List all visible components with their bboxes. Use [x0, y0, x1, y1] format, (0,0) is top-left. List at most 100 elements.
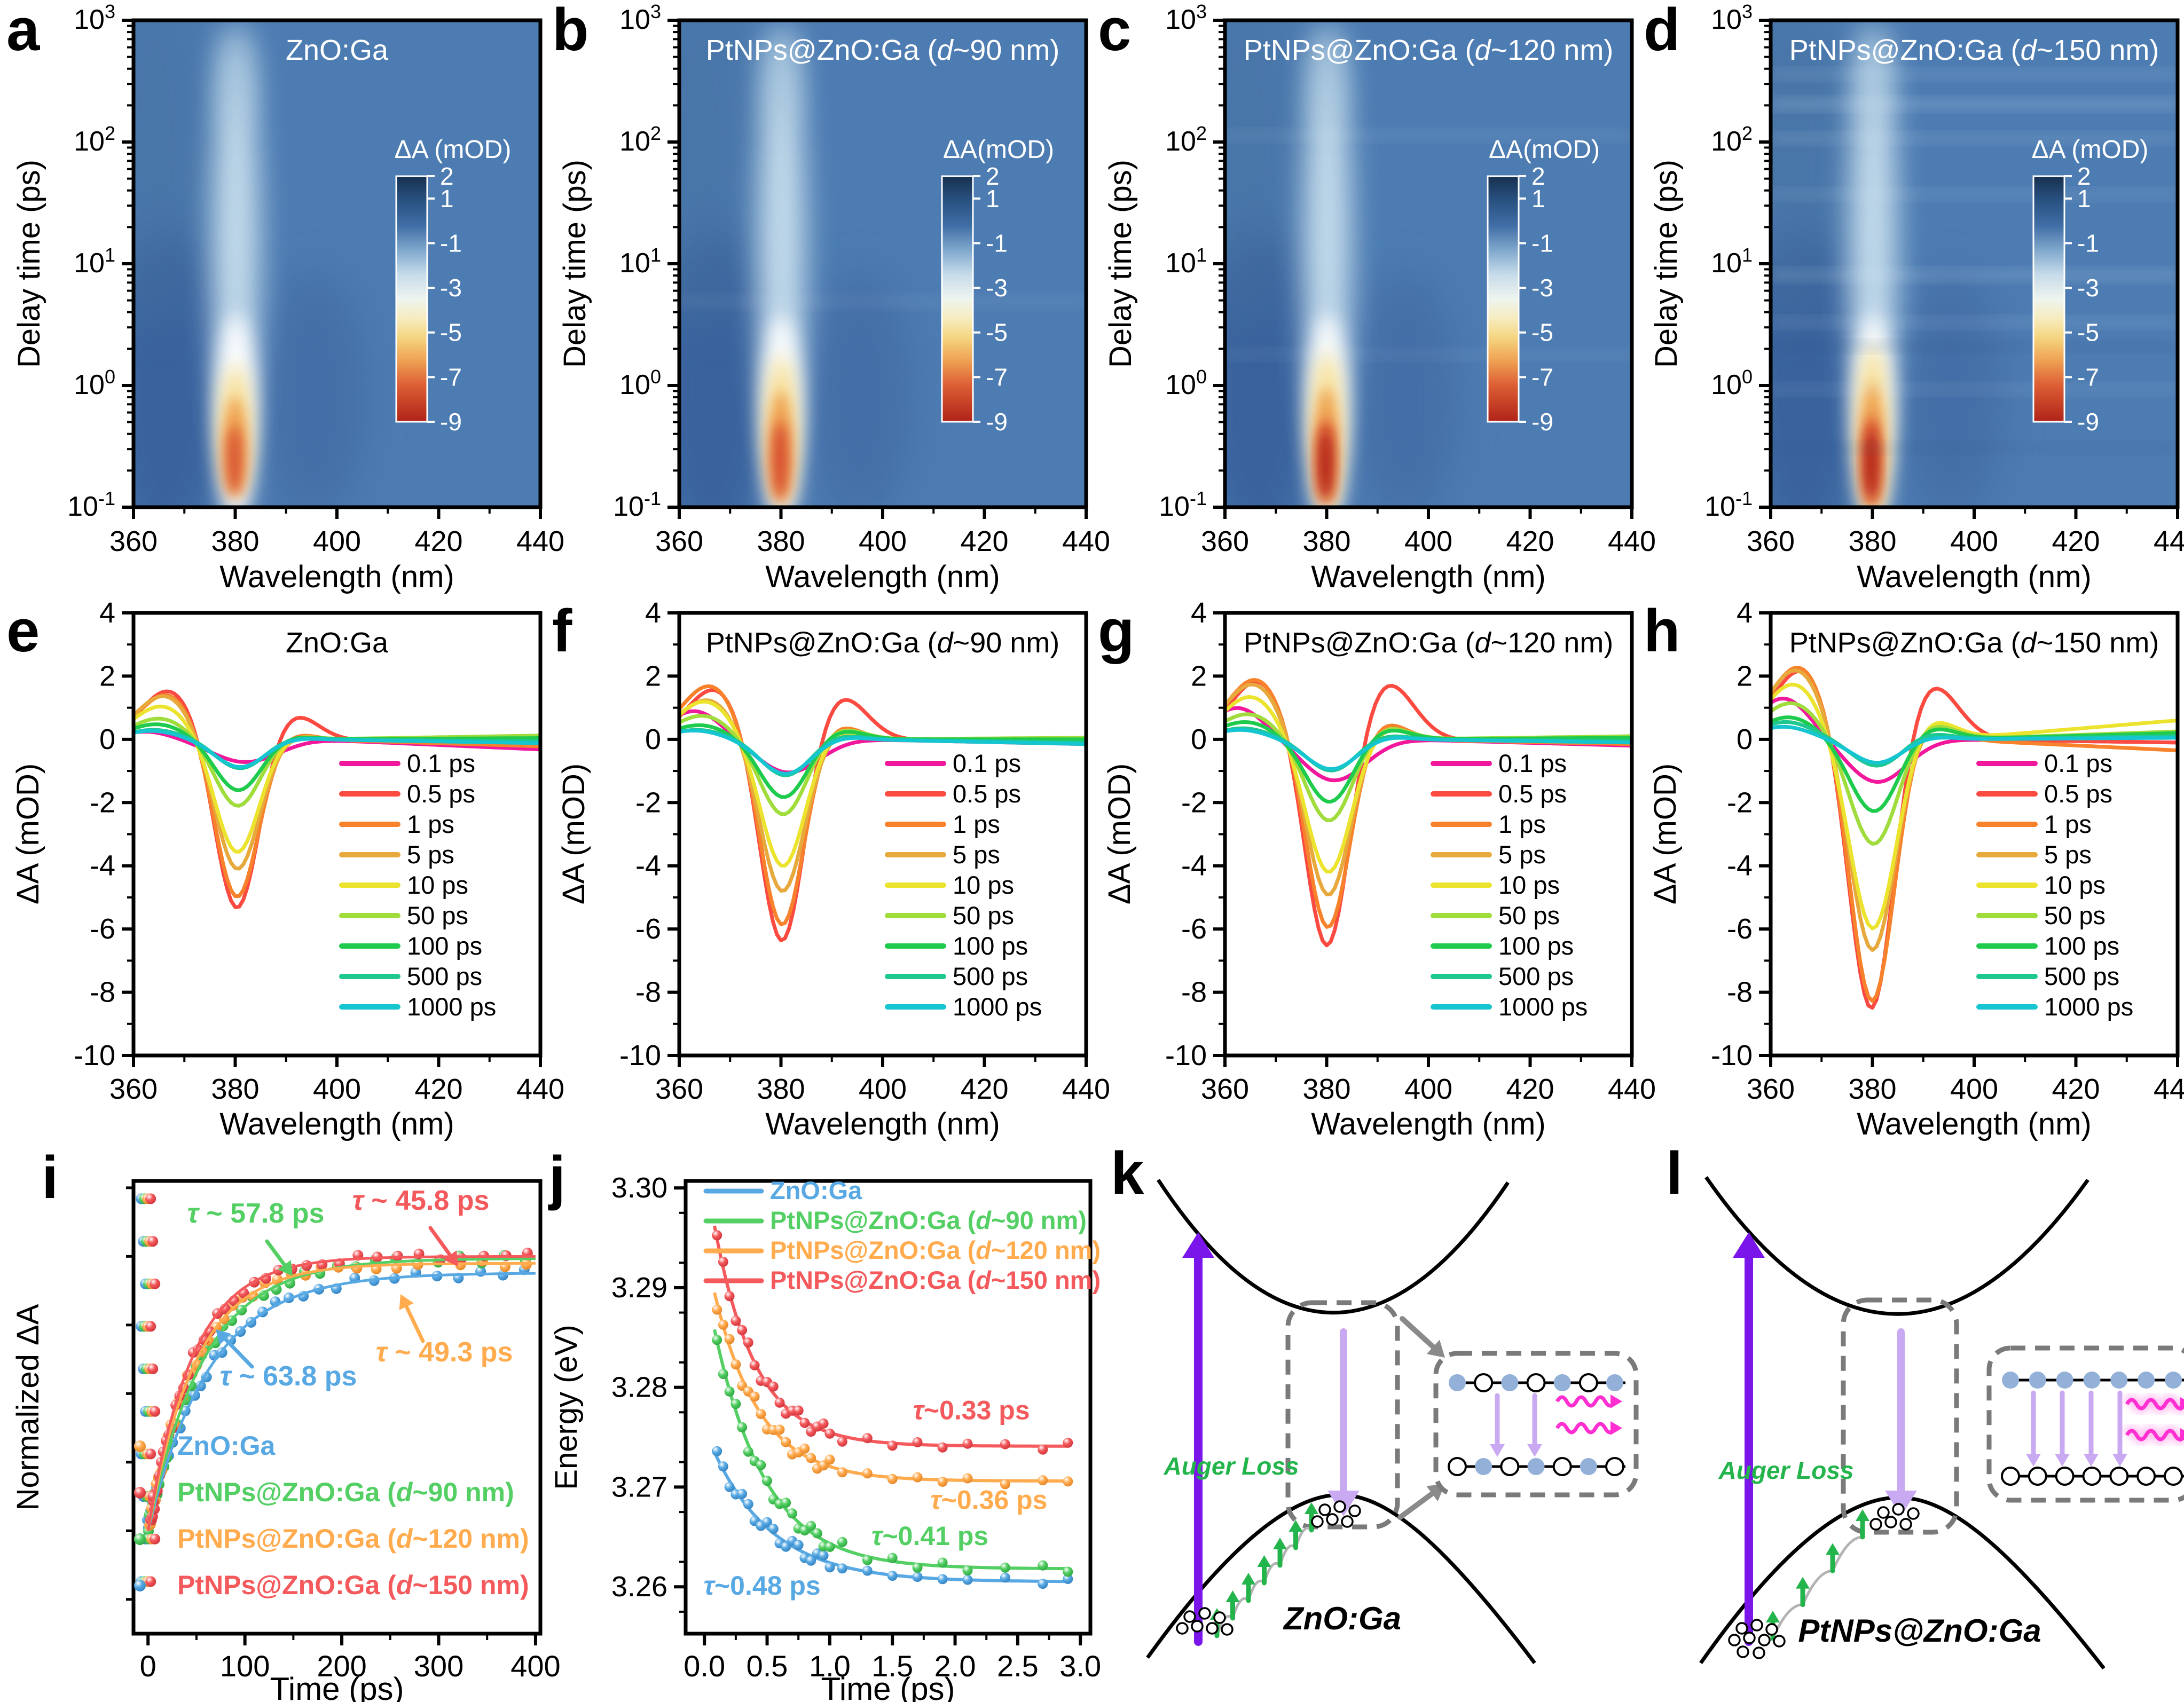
x-axis-label: Wavelength (nm)	[219, 1107, 454, 1141]
colorbar-tick: 1	[2077, 185, 2091, 212]
y-axis-label: ΔA (mOD)	[11, 763, 45, 904]
hole-cluster-bottom	[1728, 1619, 1786, 1659]
x-tick: 360	[1201, 525, 1249, 557]
curve-5 ps	[1225, 682, 1632, 896]
panel-letter-j: j	[549, 1144, 566, 1211]
panel-letter-k: k	[1111, 1140, 1144, 1207]
x-tick: 360	[109, 525, 158, 557]
auger-loss-label: Auger Loss	[1718, 1456, 1853, 1484]
y-tick: 102	[619, 122, 661, 157]
legend-label: 50 ps	[953, 901, 1014, 929]
axes: 3.30 3.29 3.28 3.27 3.26 0.0 0.5 1.0 1.5 2.0 2.5 3.…	[611, 1172, 1101, 1683]
y-tick: -6	[635, 913, 661, 945]
panel-letter-f: f	[552, 597, 572, 664]
x-tick: 1.0	[809, 1649, 851, 1683]
valence-band	[1146, 1493, 1536, 1665]
y-tick: 103	[74, 1, 115, 35]
colorbar-tick: -5	[2077, 319, 2099, 346]
auger-loss-label: Auger Loss	[1163, 1452, 1299, 1480]
colorbar-tick: 2	[1531, 162, 1545, 190]
fit-PtNPs@ZnO:Ga (d~150 nm)	[146, 1255, 536, 1531]
panel-letter-h: h	[1644, 597, 1680, 664]
panel-letter-a: a	[6, 0, 40, 63]
diagram-k: Auger Loss ZnO:Ga	[1146, 1179, 1639, 1665]
colorbar	[941, 175, 974, 423]
legend-label: PtNPs@ZnO:Ga (d~120 nm)	[770, 1236, 1101, 1264]
panel-title: PtNPs@ZnO:Ga (d~150 nm)	[1789, 627, 2159, 659]
y-tick: 103	[1711, 1, 1753, 35]
colorbar-tick: -7	[1531, 363, 1553, 391]
y-axis-label: ΔA (mOD)	[1102, 763, 1137, 904]
x-tick: 440	[1608, 525, 1656, 557]
tau-annotation: τ ~ 63.8 ps	[220, 1361, 357, 1392]
panel-a: a 103 102 101 100 10-1 360 380 400 420 440 Wavelen…	[0, 0, 564, 598]
scatter-ZnO:Ga	[712, 1446, 1073, 1589]
colorbar-tick: -9	[440, 408, 462, 436]
panel-letter-b: b	[552, 0, 589, 63]
x-tick: 420	[414, 1073, 462, 1105]
panel-k: k Auger Loss ZnO:Ga	[1091, 1142, 1650, 1702]
carrier-inset	[1986, 1345, 2184, 1503]
colorbar-tick: 2	[2077, 162, 2091, 190]
y-axis-label: Delay time (ps)	[1103, 160, 1138, 368]
y-tick: -4	[1181, 850, 1207, 882]
x-tick: 1.5	[871, 1649, 913, 1683]
legend-label: 0.5 ps	[407, 779, 475, 808]
colorbar-tick: -5	[440, 319, 462, 346]
tau-annotation: τ~0.33 ps	[913, 1395, 1030, 1425]
legend-label: 1 ps	[953, 810, 1000, 838]
x-axis-label: Wavelength (nm)	[1311, 560, 1545, 594]
x-axis-label: Wavelength (nm)	[219, 560, 454, 594]
legend-label: 10 ps	[953, 871, 1014, 899]
x-tick: 440	[1062, 1073, 1110, 1105]
spectra-h: 420-2-4-6-8-10360380400420440Wavelength …	[1648, 597, 2184, 1141]
kinetics-i: 0 100 200 300 400 Time (ps) Normalized ΔA ZnO:G…	[11, 1179, 561, 1702]
fit-ZnO:Ga	[146, 1272, 536, 1531]
heatmap-surface	[133, 20, 540, 507]
legend: ZnO:Ga PtNPs@ZnO:Ga (d~90 nm) PtNPs@ZnO:Ga…	[134, 1431, 529, 1600]
y-tick: -2	[635, 786, 661, 818]
legend-label: PtNPs@ZnO:Ga (d~150 nm)	[770, 1266, 1101, 1294]
x-tick: 420	[2052, 1073, 2100, 1105]
legend-label: 1000 ps	[1498, 992, 1588, 1021]
colorbar-tick: 2	[986, 162, 1000, 190]
colorbar-tick: -3	[986, 274, 1008, 302]
excitation-arrow	[1733, 1232, 1765, 1646]
legend-label: 500 ps	[1498, 962, 1574, 990]
x-tick: 400	[859, 1073, 907, 1105]
y-tick: -10	[1165, 1039, 1207, 1071]
y-tick: 101	[619, 244, 661, 279]
legend-label: 0.1 ps	[407, 749, 475, 777]
x-tick: 400	[1404, 1073, 1452, 1105]
x-axis-label: Wavelength (nm)	[1857, 1107, 2091, 1141]
y-tick: 3.30	[611, 1172, 667, 1204]
x-axis-label: Wavelength (nm)	[765, 1107, 1000, 1141]
colorbar	[395, 175, 428, 423]
hole-cluster-apex	[1311, 1500, 1361, 1528]
y-tick: 4	[1191, 597, 1207, 629]
y-tick: -6	[90, 913, 115, 945]
legend-label: 1000 ps	[2044, 992, 2133, 1021]
curve-1000 ps	[679, 728, 1086, 776]
colorbar-tick: -3	[440, 274, 462, 302]
x-tick: 420	[960, 525, 1008, 557]
panel-title: ZnO:Ga	[286, 34, 389, 66]
y-tick: 3.29	[611, 1272, 667, 1304]
legend-label: 100 ps	[953, 932, 1028, 960]
colorbar-tick: -9	[1531, 408, 1553, 436]
colorbar-tick: -1	[440, 229, 462, 257]
legend-label: 5 ps	[953, 840, 1000, 869]
curve-1000 ps	[133, 729, 540, 769]
x-tick: 400	[510, 1649, 560, 1683]
carrier-inset	[1433, 1351, 1639, 1498]
panel-h: h 420-2-4-6-8-10360380400420440Wavelengt…	[1637, 597, 2184, 1142]
y-tick: 100	[74, 366, 115, 400]
